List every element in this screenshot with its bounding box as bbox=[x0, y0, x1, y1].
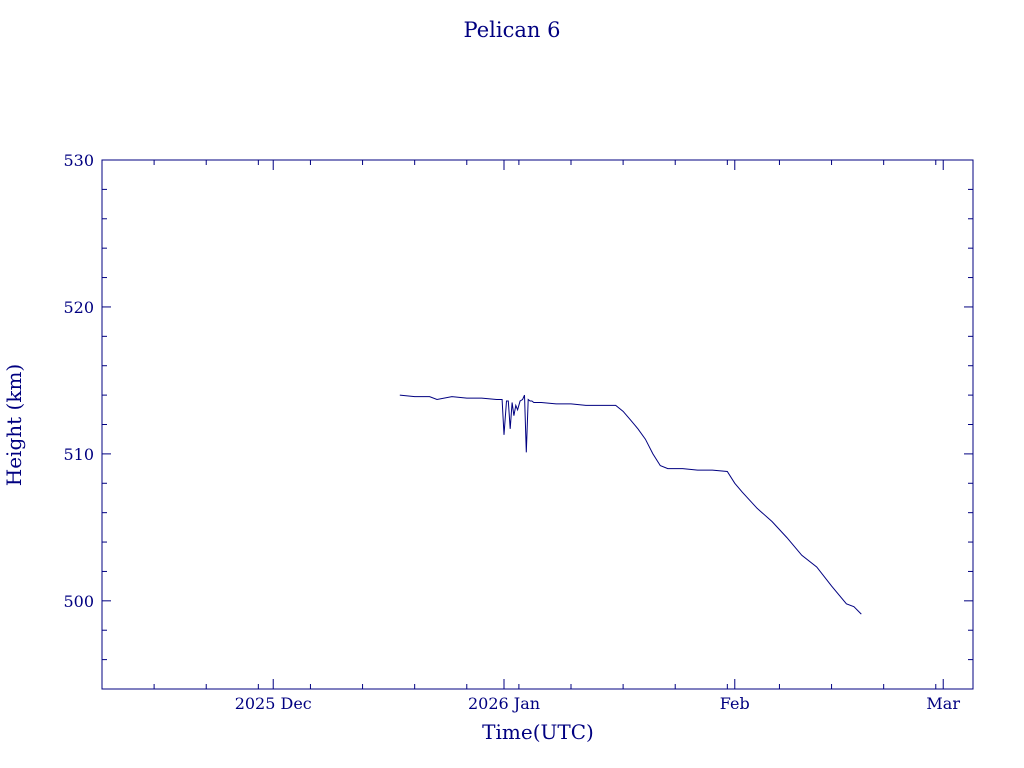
y-tick-label: 500 bbox=[63, 592, 94, 611]
x-tick-label: 2025 Dec bbox=[235, 694, 312, 713]
y-tick-label: 530 bbox=[63, 151, 94, 170]
y-axis-label: Height (km) bbox=[2, 364, 26, 486]
plot-frame bbox=[101, 159, 974, 690]
y-tick-label: 510 bbox=[63, 445, 94, 464]
x-axis-label: Time(UTC) bbox=[482, 720, 594, 744]
x-tick-label: 2026 Jan bbox=[468, 694, 540, 713]
height-series-line bbox=[399, 394, 862, 615]
series-layer bbox=[399, 394, 862, 615]
chart-title: Pelican 6 bbox=[464, 18, 561, 42]
tick-labels: 500 510 520 530 2025 Dec 2026 Jan Feb Mar bbox=[63, 151, 960, 713]
x-tick-label: Feb bbox=[720, 694, 750, 713]
x-tick-label: Mar bbox=[926, 694, 960, 713]
y-tick-label: 520 bbox=[63, 298, 94, 317]
axis-ticks bbox=[101, 159, 973, 690]
